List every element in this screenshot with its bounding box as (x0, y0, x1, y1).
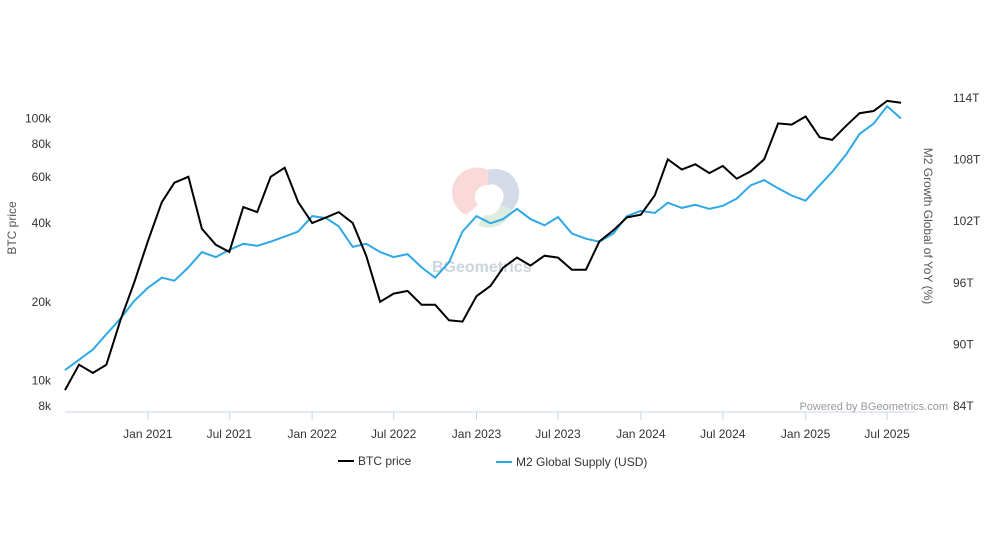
x-tick-label: Jan 2024 (616, 427, 666, 441)
legend-item-btc-price[interactable]: BTC price (338, 454, 412, 468)
y-left-tick-label: 20k (32, 295, 52, 309)
y-left-tick-label: 60k (32, 170, 52, 184)
y-right-tick-label: 96T (953, 276, 974, 290)
legend: BTC price M2 Global Supply (USD) (338, 454, 647, 469)
y-right-tick-label: 90T (953, 337, 974, 351)
x-tick-label: Jul 2025 (864, 427, 910, 441)
legend-label-btc-price: BTC price (358, 454, 412, 468)
x-tick-label: Jan 2021 (123, 427, 173, 441)
x-tick-label: Jul 2021 (207, 427, 253, 441)
y-left-tick-label: 40k (32, 216, 52, 230)
y-left-tick-label: 80k (32, 137, 52, 151)
y-right-tick-label: 114T (953, 91, 980, 105)
y-left-axis-ticks: 8k 10k 20k 40k 60k 80k 100k (25, 112, 52, 413)
x-tick-label: Jul 2024 (700, 427, 746, 441)
y-left-axis-title: BTC price (5, 201, 19, 255)
legend-item-m2-global-supply[interactable]: M2 Global Supply (USD) (496, 455, 647, 469)
y-left-tick-label: 10k (32, 374, 52, 388)
x-tick-label: Jan 2023 (452, 427, 502, 441)
x-tick-label: Jul 2022 (371, 427, 417, 441)
x-axis-ticks: Jan 2021 Jul 2021 Jan 2022 Jul 2022 Jan 2023… (123, 412, 910, 441)
y-right-axis-title: M2 Growth Global of YoY (%) (921, 148, 935, 305)
x-tick-label: Jan 2025 (781, 427, 831, 441)
watermark-text: BGeometrics (432, 259, 532, 276)
y-left-tick-label: 8k (38, 399, 52, 413)
y-right-tick-label: 102T (953, 214, 981, 228)
y-right-tick-label: 108T (953, 153, 981, 167)
series-line-btc-price[interactable] (64, 99, 902, 391)
x-tick-label: Jan 2022 (287, 427, 337, 441)
y-left-tick-label: 100k (25, 112, 52, 126)
x-tick-label: Jul 2023 (535, 427, 581, 441)
watermark-logo (451, 167, 520, 228)
y-right-tick-label: 84T (953, 399, 974, 413)
series-line-m2-global-supply[interactable] (64, 104, 902, 371)
y-right-axis-ticks: 84T 90T 96T 102T 108T 114T (953, 91, 981, 413)
legend-label-m2-global-supply: M2 Global Supply (USD) (516, 455, 647, 469)
credit-text[interactable]: Powered by BGeometrics.com (799, 401, 948, 413)
